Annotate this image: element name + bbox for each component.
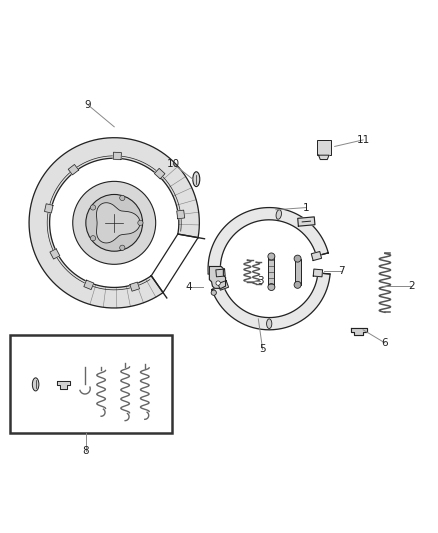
Circle shape: [73, 181, 155, 264]
Text: 2: 2: [408, 281, 414, 291]
Circle shape: [90, 205, 95, 210]
Polygon shape: [212, 273, 330, 330]
Polygon shape: [208, 207, 328, 274]
Text: 3: 3: [257, 276, 264, 286]
Polygon shape: [298, 217, 315, 226]
Circle shape: [120, 195, 125, 200]
Polygon shape: [177, 210, 185, 219]
Polygon shape: [45, 204, 53, 213]
Circle shape: [211, 290, 216, 295]
Circle shape: [86, 195, 143, 251]
Text: 1: 1: [303, 203, 310, 213]
Circle shape: [294, 255, 301, 262]
Text: 6: 6: [381, 338, 388, 348]
Circle shape: [268, 284, 275, 290]
Bar: [11, 335, 172, 433]
Text: 4: 4: [185, 282, 192, 293]
Bar: [268, 256, 275, 287]
Polygon shape: [50, 249, 60, 259]
Circle shape: [294, 281, 301, 288]
Circle shape: [120, 245, 125, 251]
Text: 5: 5: [259, 344, 266, 354]
Polygon shape: [68, 165, 79, 175]
Text: 9: 9: [85, 100, 92, 110]
Ellipse shape: [32, 378, 39, 391]
Ellipse shape: [267, 319, 272, 328]
Circle shape: [90, 236, 95, 241]
Bar: [317, 140, 331, 155]
Polygon shape: [209, 266, 226, 288]
Polygon shape: [318, 155, 329, 159]
Circle shape: [138, 220, 143, 225]
Polygon shape: [29, 138, 199, 308]
Polygon shape: [113, 152, 121, 159]
Polygon shape: [155, 168, 165, 179]
Polygon shape: [218, 281, 229, 290]
Circle shape: [216, 281, 220, 285]
Bar: [294, 259, 300, 285]
Polygon shape: [311, 252, 321, 261]
Ellipse shape: [276, 210, 282, 219]
Circle shape: [268, 253, 275, 260]
Polygon shape: [130, 282, 140, 291]
Polygon shape: [313, 269, 322, 277]
Text: 8: 8: [82, 446, 89, 456]
Polygon shape: [216, 269, 225, 277]
Polygon shape: [96, 203, 140, 243]
Text: 11: 11: [357, 135, 370, 145]
Text: 10: 10: [166, 159, 180, 169]
Text: 7: 7: [338, 266, 345, 276]
Ellipse shape: [193, 172, 200, 187]
Polygon shape: [351, 328, 367, 335]
Polygon shape: [84, 280, 94, 289]
Polygon shape: [57, 381, 70, 389]
